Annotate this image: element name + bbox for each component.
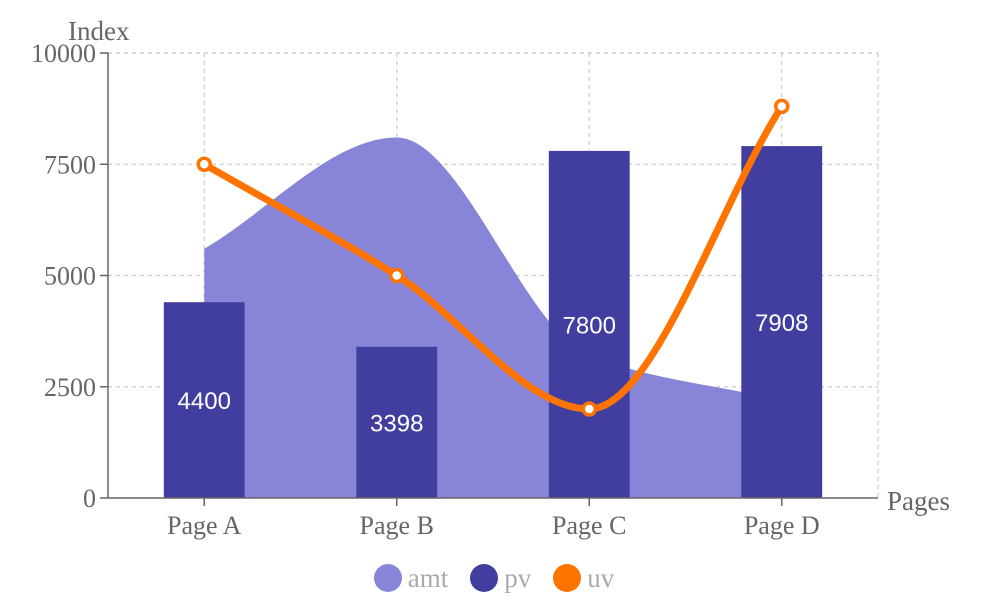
pv-bar-series bbox=[163, 146, 823, 498]
x-tick-label-page-d: Page D bbox=[744, 511, 820, 540]
bar-labels: 4400 3398 7800 7908 bbox=[178, 310, 809, 437]
legend-swatch-uv bbox=[553, 564, 582, 592]
legend-item-pv[interactable]: pv bbox=[470, 563, 531, 594]
bar-label-page-a: 4400 bbox=[178, 388, 231, 415]
point-uv-page-d bbox=[774, 98, 790, 115]
bar-pv-page-a bbox=[163, 302, 245, 498]
legend-label-pv: pv bbox=[504, 562, 532, 593]
point-uv-page-c bbox=[581, 401, 597, 417]
uv-line-series bbox=[196, 98, 790, 417]
legend-item-amt[interactable]: amt bbox=[373, 562, 449, 594]
point-uv-page-a bbox=[196, 156, 212, 172]
legend-item-uv[interactable]: uv bbox=[553, 563, 614, 594]
x-tick-label-page-a: Page A bbox=[167, 511, 242, 540]
bar-label-page-c: 7800 bbox=[563, 312, 616, 339]
x-tick-label-page-c: Page C bbox=[552, 511, 626, 540]
legend: amt pv uv bbox=[0, 558, 988, 598]
legend-swatch-amt bbox=[373, 564, 402, 592]
x-axis-label: Pages bbox=[887, 486, 950, 516]
axes: 0 2500 5000 7500 10000 Page A Page B Page C Page… bbox=[31, 16, 950, 540]
composed-chart: 0 2500 5000 7500 10000 Page A Page B Page C Page… bbox=[31, 16, 950, 540]
amt-area-series bbox=[204, 137, 782, 499]
x-tick-label-page-b: Page B bbox=[360, 511, 434, 540]
bar-pv-page-d bbox=[741, 146, 823, 498]
y-tick-label: 5000 bbox=[44, 262, 96, 291]
y-tick-label: 10000 bbox=[31, 39, 96, 68]
y-tick-label: 0 bbox=[83, 484, 96, 513]
legend-label-amt: amt bbox=[407, 562, 449, 593]
bar-pv-page-b bbox=[356, 346, 438, 498]
bar-label-page-d: 7908 bbox=[755, 310, 808, 337]
bar-pv-page-c bbox=[548, 150, 630, 498]
legend-swatch-pv bbox=[470, 564, 499, 592]
bar-label-page-b: 3398 bbox=[370, 410, 423, 437]
line-uv bbox=[200, 102, 786, 413]
point-uv-page-b bbox=[389, 267, 405, 284]
y-tick-label: 7500 bbox=[44, 150, 96, 179]
area-amt bbox=[204, 137, 782, 499]
y-tick-label: 2500 bbox=[44, 373, 96, 402]
legend-label-uv: uv bbox=[587, 562, 615, 593]
y-axis-label: Index bbox=[68, 16, 130, 46]
